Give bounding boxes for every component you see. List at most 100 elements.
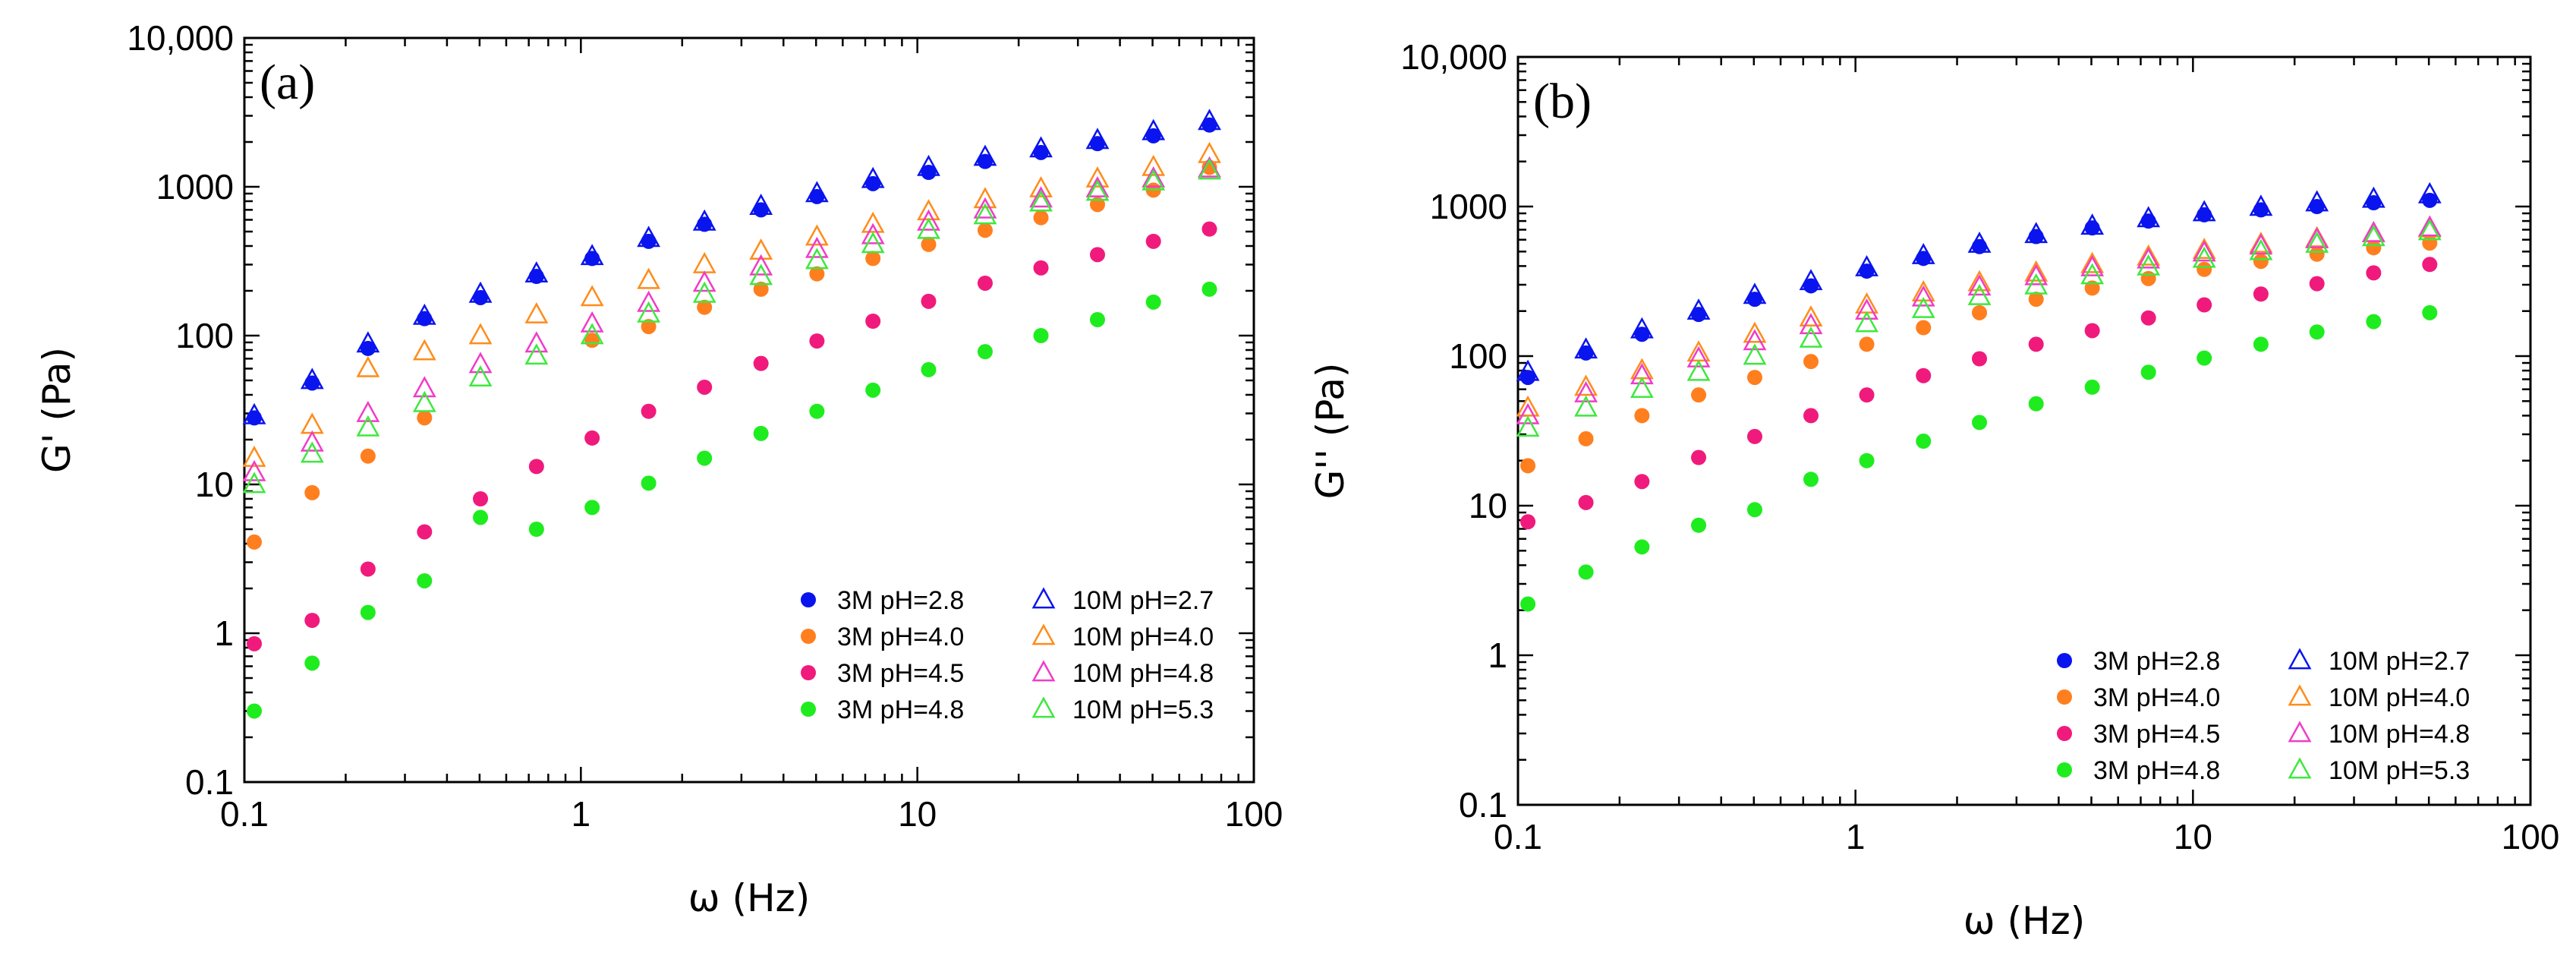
data-point (2361, 225, 2385, 247)
data-point (528, 522, 544, 538)
data-point (2192, 240, 2216, 262)
data-point (1142, 118, 1166, 140)
data-point (473, 490, 489, 506)
data-point (1574, 381, 1598, 402)
data-point (2249, 233, 2273, 255)
data-point (2417, 181, 2442, 203)
data-point (2305, 190, 2329, 212)
data-point (692, 281, 716, 303)
legend-marker (801, 629, 816, 644)
data-point (1142, 154, 1166, 176)
data-point (1855, 254, 1878, 276)
x-axis-title: ω (Hz) (688, 876, 811, 920)
data-point (2137, 244, 2161, 266)
series-3m-ph-4-0 (247, 159, 1217, 550)
data-point (584, 500, 600, 516)
data-point (861, 232, 885, 254)
legend-marker (2288, 721, 2312, 743)
y-tick-label: 100 (1449, 336, 1507, 376)
data-point (637, 226, 661, 248)
legend-label: 10M pH=4.8 (1072, 659, 1214, 688)
legend-label: 10M pH=4.0 (1072, 623, 1214, 651)
data-point (809, 266, 825, 282)
data-point (2197, 207, 2212, 222)
series-10m-ph-4-8 (1516, 215, 2442, 424)
data-point (1799, 313, 1823, 335)
data-point (2028, 292, 2044, 308)
data-point (1911, 243, 1935, 264)
data-point (304, 655, 320, 671)
data-point (242, 402, 266, 424)
data-point (1198, 109, 1221, 131)
data-point (2140, 310, 2156, 326)
data-point (1972, 351, 1988, 367)
data-point (641, 319, 657, 335)
data-point (1691, 517, 1707, 533)
data-point (1855, 311, 1878, 333)
y-tick-label: 100 (175, 316, 234, 355)
data-point (805, 248, 829, 270)
data-point (300, 430, 324, 452)
data-point (1198, 158, 1221, 180)
data-point (1520, 370, 1536, 386)
data-point (360, 561, 376, 577)
data-point (1911, 296, 1935, 318)
data-point (1516, 402, 1540, 424)
data-point (641, 403, 657, 419)
data-point (2140, 270, 2156, 286)
data-point (1574, 395, 1598, 417)
data-point (356, 415, 380, 437)
data-point (973, 144, 997, 166)
data-point (417, 410, 433, 426)
data-point (2305, 227, 2329, 249)
data-point (2137, 247, 2161, 269)
data-point (1578, 494, 1594, 510)
data-point (1201, 221, 1217, 237)
data-point (692, 209, 716, 231)
data-point (2417, 219, 2442, 241)
data-point (528, 459, 544, 475)
series-3m-ph-4-5 (1520, 257, 2438, 530)
data-point (692, 251, 716, 273)
data-point (2253, 286, 2269, 302)
y-tick-label: 10,000 (1400, 37, 1507, 77)
legend-label: 10M pH=2.7 (2329, 647, 2470, 676)
y-tick-label: 1000 (1430, 187, 1507, 226)
series-10m-ph-2-7 (1516, 181, 2442, 381)
x-tick-label: 0.1 (1494, 817, 1542, 856)
data-point (1799, 269, 1823, 291)
data-point (304, 613, 320, 629)
data-point (977, 275, 993, 291)
data-point (1085, 179, 1110, 201)
data-point (2140, 364, 2156, 380)
y-tick-label: 10 (1469, 486, 1507, 525)
data-point (2080, 263, 2105, 285)
x-tick-label: 10 (898, 794, 937, 834)
data-point (524, 343, 549, 365)
data-point (1967, 274, 1992, 296)
y-tick-label: 0.1 (185, 762, 234, 802)
series-10m-ph-2-7 (242, 109, 1221, 424)
data-point (1916, 434, 1932, 449)
data-point (697, 379, 713, 395)
data-point (1578, 431, 1594, 446)
data-point (1201, 281, 1217, 297)
data-point (1085, 166, 1110, 188)
data-point (2024, 260, 2049, 282)
data-point (1033, 260, 1049, 276)
data-point (1743, 282, 1767, 304)
panel-label: (a) (260, 55, 315, 110)
data-point (2309, 276, 2325, 292)
data-point (1691, 387, 1707, 403)
data-point (1799, 305, 1823, 327)
legend-label: 3M pH=4.0 (837, 623, 964, 651)
data-point (1743, 329, 1767, 351)
data-point (1972, 304, 1988, 320)
series-10m-ph-5-3 (242, 158, 1221, 494)
series-3m-ph-4-8 (1520, 304, 2438, 612)
data-point (1516, 359, 1540, 381)
data-point (242, 472, 266, 494)
legend-label: 10M pH=5.3 (1072, 695, 1214, 724)
data-point (2417, 215, 2442, 237)
data-point (805, 181, 829, 203)
